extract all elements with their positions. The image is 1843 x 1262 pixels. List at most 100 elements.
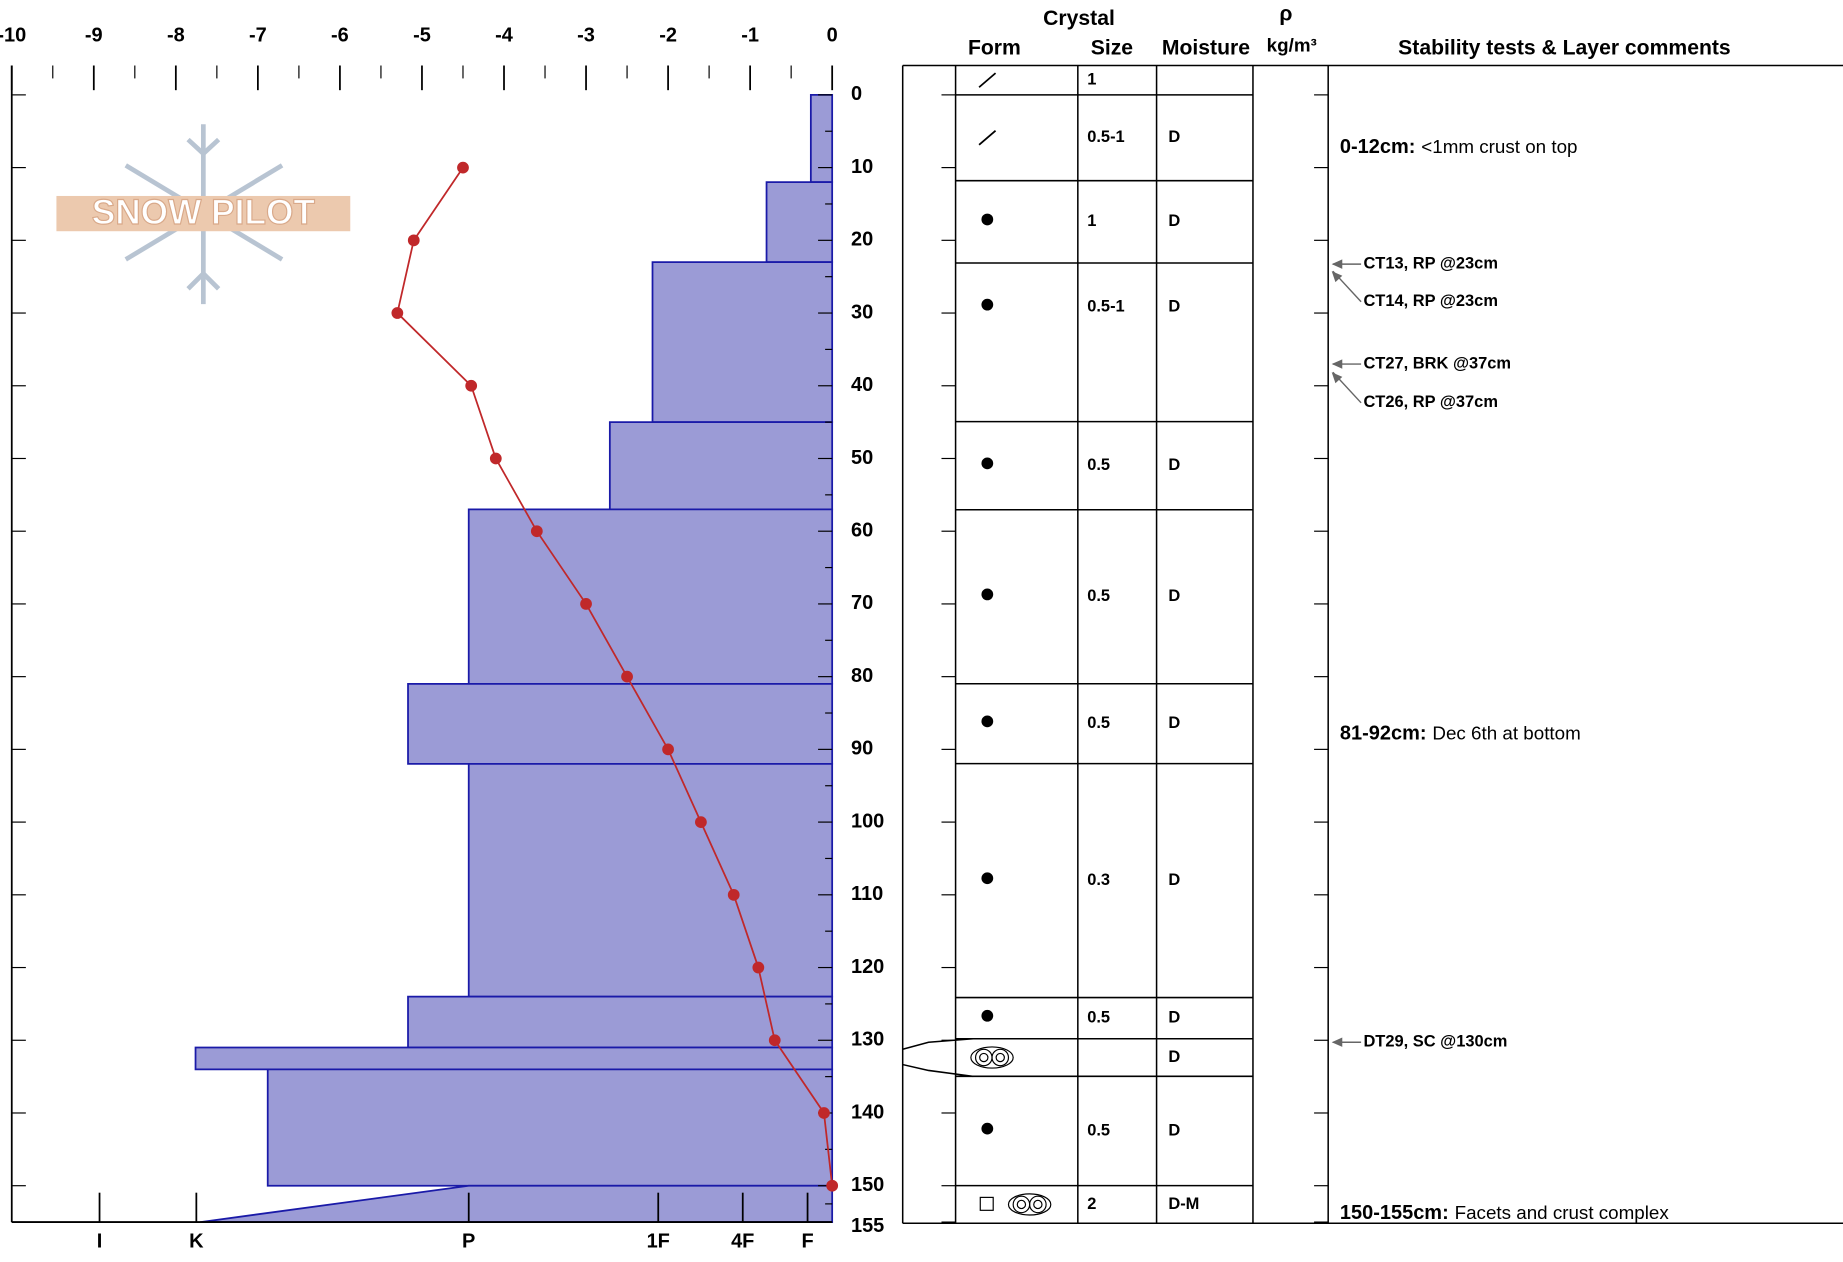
depth-tick-label: 60 (851, 519, 873, 541)
hardness-layer (467, 763, 834, 998)
temperature-point (580, 598, 592, 610)
x-tick-label: -6 (331, 24, 349, 46)
x-tick-label: -9 (85, 24, 103, 46)
size-cell: 2 (1087, 1195, 1096, 1213)
temperature-point (530, 525, 543, 538)
form-icon (978, 72, 997, 88)
logo (56, 124, 351, 305)
logo-text: SNOW PILOT (92, 193, 316, 232)
form-icon (1029, 1195, 1047, 1214)
temperature-point (727, 888, 740, 901)
form-icon (991, 1048, 1010, 1067)
temperature-point (768, 1034, 781, 1047)
depth-tick-label: 155 (851, 1215, 884, 1237)
moisture-cell: D (1168, 212, 1180, 230)
form-icon (978, 130, 997, 146)
depth-tick-label: 130 (851, 1029, 884, 1051)
size-cell: 0.5 (1087, 456, 1110, 474)
form-icon (974, 1048, 993, 1067)
hardness-layer (194, 1046, 834, 1071)
x-tick-label: -10 (0, 24, 26, 46)
hardness-tick-label: F (801, 1230, 813, 1252)
form-icon (981, 715, 994, 728)
form-icon (995, 1052, 1005, 1063)
x-tick-label: -4 (495, 24, 513, 46)
moisture-cell: D (1168, 871, 1180, 889)
comment-range: 150-155cm: (1340, 1202, 1449, 1224)
moisture-cell: D (1168, 1008, 1180, 1026)
hardness-layer (200, 1184, 834, 1223)
header: Moisture (1162, 37, 1250, 60)
size-cell: 0.5 (1087, 587, 1110, 605)
header: Crystal (1043, 7, 1115, 30)
depth-tick-label: 110 (851, 883, 883, 905)
form-icon (981, 213, 994, 226)
test-arrowhead (1331, 1037, 1343, 1047)
hardness-layer (651, 261, 834, 424)
form-icon (1012, 1195, 1031, 1214)
moisture-cell: D (1168, 1048, 1180, 1066)
temperature-point (465, 379, 478, 392)
moisture-cell: D-M (1168, 1195, 1199, 1213)
form-icon (981, 298, 994, 311)
moisture-cell: D (1168, 714, 1180, 732)
size-cell: 0.5 (1087, 1121, 1110, 1139)
size-cell: 0.5-1 (1087, 297, 1124, 315)
stability-test: CT14, RP @23cm (1363, 292, 1498, 310)
hardness-tick-label: 4F (731, 1230, 754, 1252)
temperature-point (826, 1179, 839, 1192)
temperature-point (662, 743, 674, 756)
temperature-point (457, 161, 469, 174)
form-icon (1033, 1199, 1043, 1210)
x-tick-label: -1 (741, 24, 759, 46)
size-cell: 1 (1087, 212, 1096, 230)
x-tick-label: -7 (249, 24, 267, 46)
hardness-tick-label: K (189, 1230, 204, 1252)
test-arrowhead (1331, 359, 1343, 369)
moisture-cell: D (1168, 297, 1180, 315)
header: Size (1091, 37, 1134, 60)
comment-text: Dec 6th at bottom (1432, 722, 1580, 743)
temperature-point (407, 234, 420, 247)
x-tick-label: 0 (827, 24, 838, 46)
form-icon (981, 872, 994, 885)
depth-tick-label: 150 (851, 1174, 884, 1196)
comment-text: <1mm crust on top (1421, 136, 1577, 157)
temperature-point (752, 961, 765, 974)
x-tick-label: -3 (577, 24, 595, 46)
x-tick-label: -2 (659, 24, 677, 46)
form-icon (981, 588, 994, 601)
form-icon (970, 1046, 1014, 1069)
hardness-tick-label: P (462, 1230, 475, 1252)
test-arrowhead (1331, 271, 1343, 283)
test-arrowhead (1331, 372, 1343, 384)
depth-tick-label: 140 (851, 1101, 884, 1123)
size-cell: 0.3 (1087, 871, 1110, 889)
size-cell: 1 (1087, 71, 1096, 89)
form-icon (981, 457, 994, 470)
hardness-tick-label: 1F (647, 1230, 670, 1252)
depth-tick-label: 40 (851, 374, 873, 396)
temperature-point (695, 816, 707, 828)
table-frame (901, 64, 1843, 1225)
depth-tick-label: 50 (851, 447, 873, 469)
header: ρ (1279, 3, 1292, 26)
layer-comment: 150-155cm: Facets and crust complex (1340, 1202, 1669, 1224)
hardness-tick-label: I (97, 1230, 103, 1252)
form-icon (1007, 1193, 1052, 1216)
header: Stability tests & Layer comments (1398, 37, 1731, 60)
hardness-layer (765, 181, 834, 264)
comment-text: Facets and crust complex (1455, 1202, 1670, 1223)
moisture-cell: D (1168, 128, 1180, 146)
hardness-layer (809, 93, 834, 184)
form-icon (1016, 1199, 1027, 1210)
depth-tick-label: 30 (851, 301, 873, 323)
header: Form (968, 37, 1021, 60)
temperature-point (391, 307, 404, 319)
size-cell: 0.5 (1087, 714, 1110, 732)
stability-test: DT29, SC @130cm (1363, 1033, 1507, 1051)
stability-test: CT13, RP @23cm (1363, 254, 1498, 272)
layer-comment: 81-92cm: Dec 6th at bottom (1340, 722, 1581, 744)
form-icon (979, 1196, 994, 1211)
